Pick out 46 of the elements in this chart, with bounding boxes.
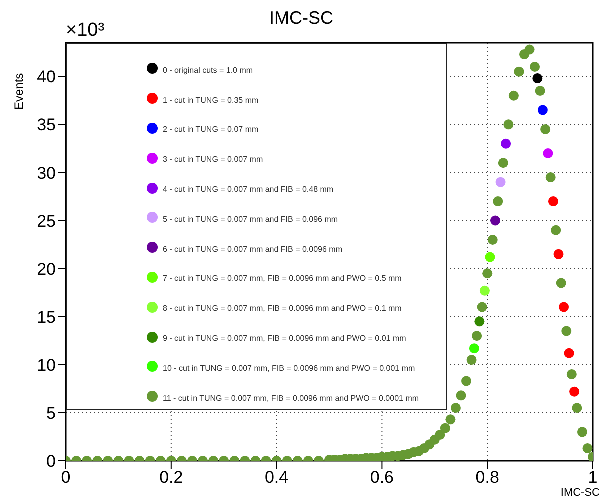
point bbox=[570, 386, 580, 397]
y-tick-label: 20 bbox=[37, 260, 56, 279]
y-tick-label: 0 bbox=[46, 452, 56, 472]
point bbox=[559, 302, 570, 312]
legend-label: 2 - cut in TUNG = 0.07 mm bbox=[163, 125, 259, 134]
y-axis-title: Events bbox=[12, 73, 26, 110]
y-tick-label: 35 bbox=[37, 116, 56, 135]
y-tick-label: 10 bbox=[37, 356, 56, 375]
point bbox=[564, 348, 574, 358]
text: ×10³ bbox=[66, 20, 105, 42]
y-tick-label: 30 bbox=[37, 164, 56, 183]
legend-label: 9 - cut in TUNG = 0.007 mm, FIB = 0.0096 mm and PWO = 0.01 mm bbox=[163, 334, 406, 344]
legend-label: 4 - cut in TUNG = 0.007 mm and FIB = 0.48 mm bbox=[163, 185, 334, 194]
y-tick-label: 40 bbox=[37, 68, 56, 87]
point bbox=[538, 105, 548, 116]
x-tick-label: 0 bbox=[61, 468, 71, 488]
x-tick-label: 0.4 bbox=[264, 468, 289, 488]
legend-label: 5 - cut in TUNG = 0.007 mm and FIB = 0.096 mm bbox=[163, 214, 338, 224]
point bbox=[485, 252, 496, 262]
point bbox=[543, 148, 554, 159]
point bbox=[501, 138, 512, 149]
legend-label: 8 - cut in TUNG = 0.007 mm, FIB = 0.0096 mm and PWO = 0.1 mm bbox=[163, 304, 402, 314]
legend-label: 7 - cut in TUNG = 0.007 mm, FIB = 0.0096 mm and PWO = 0.5 mm bbox=[163, 274, 402, 284]
x-tick-label: 0.2 bbox=[160, 468, 184, 488]
y-tick-label: 25 bbox=[37, 212, 56, 231]
y-tick-label: 5 bbox=[46, 404, 56, 423]
point bbox=[548, 196, 558, 207]
legend-label: 0 - original cuts = 1.0 mm bbox=[163, 66, 254, 75]
x-tick-label: 0.8 bbox=[476, 468, 500, 488]
legend-label: 6 - cut in TUNG = 0.007 mm and FIB = 0.0096 mm bbox=[163, 244, 342, 254]
point bbox=[496, 177, 506, 188]
x-tick-label: 0.6 bbox=[370, 468, 394, 488]
point bbox=[480, 286, 490, 296]
point bbox=[532, 74, 543, 84]
point bbox=[490, 216, 501, 226]
chart-title: IMC-SC bbox=[270, 8, 334, 28]
legend-label: 3 - cut in TUNG = 0.007 mm bbox=[163, 155, 264, 164]
y-tick-label: 15 bbox=[37, 308, 56, 327]
x-tick-label: 1 bbox=[588, 468, 598, 488]
point bbox=[554, 249, 564, 260]
legend-label: 1 - cut in TUNG = 0.35 mm bbox=[163, 96, 259, 105]
x-axis-title: IMC-SC bbox=[560, 487, 600, 499]
legend-label: 10 - cut in TUNG = 0.007 mm, FIB = 0.0096 mm and PWO = 0.001 mm bbox=[163, 364, 416, 373]
point bbox=[469, 344, 480, 354]
legend-label: 11 - cut in TUNG = 0.007 mm, FIB = 0.0096 mm and PWO = 0.0001 mm bbox=[163, 394, 420, 403]
point bbox=[474, 316, 485, 327]
